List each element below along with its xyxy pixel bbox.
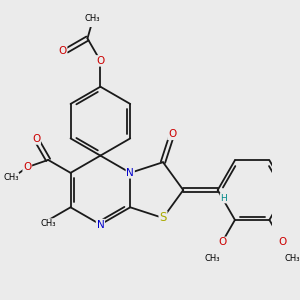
Text: CH₃: CH₃ <box>284 254 299 263</box>
Text: CH₃: CH₃ <box>85 14 100 23</box>
Text: N: N <box>126 168 134 178</box>
Text: O: O <box>218 237 226 247</box>
Text: O: O <box>168 129 176 139</box>
Text: O: O <box>278 237 286 247</box>
Text: O: O <box>23 162 32 172</box>
Text: CH₃: CH₃ <box>205 254 220 263</box>
Text: N: N <box>97 220 104 230</box>
Text: CH₃: CH₃ <box>3 173 19 182</box>
Text: S: S <box>159 212 167 224</box>
Text: O: O <box>58 46 67 56</box>
Text: H: H <box>220 194 227 203</box>
Text: O: O <box>96 56 104 66</box>
Text: CH₃: CH₃ <box>40 219 56 228</box>
Text: O: O <box>32 134 40 144</box>
